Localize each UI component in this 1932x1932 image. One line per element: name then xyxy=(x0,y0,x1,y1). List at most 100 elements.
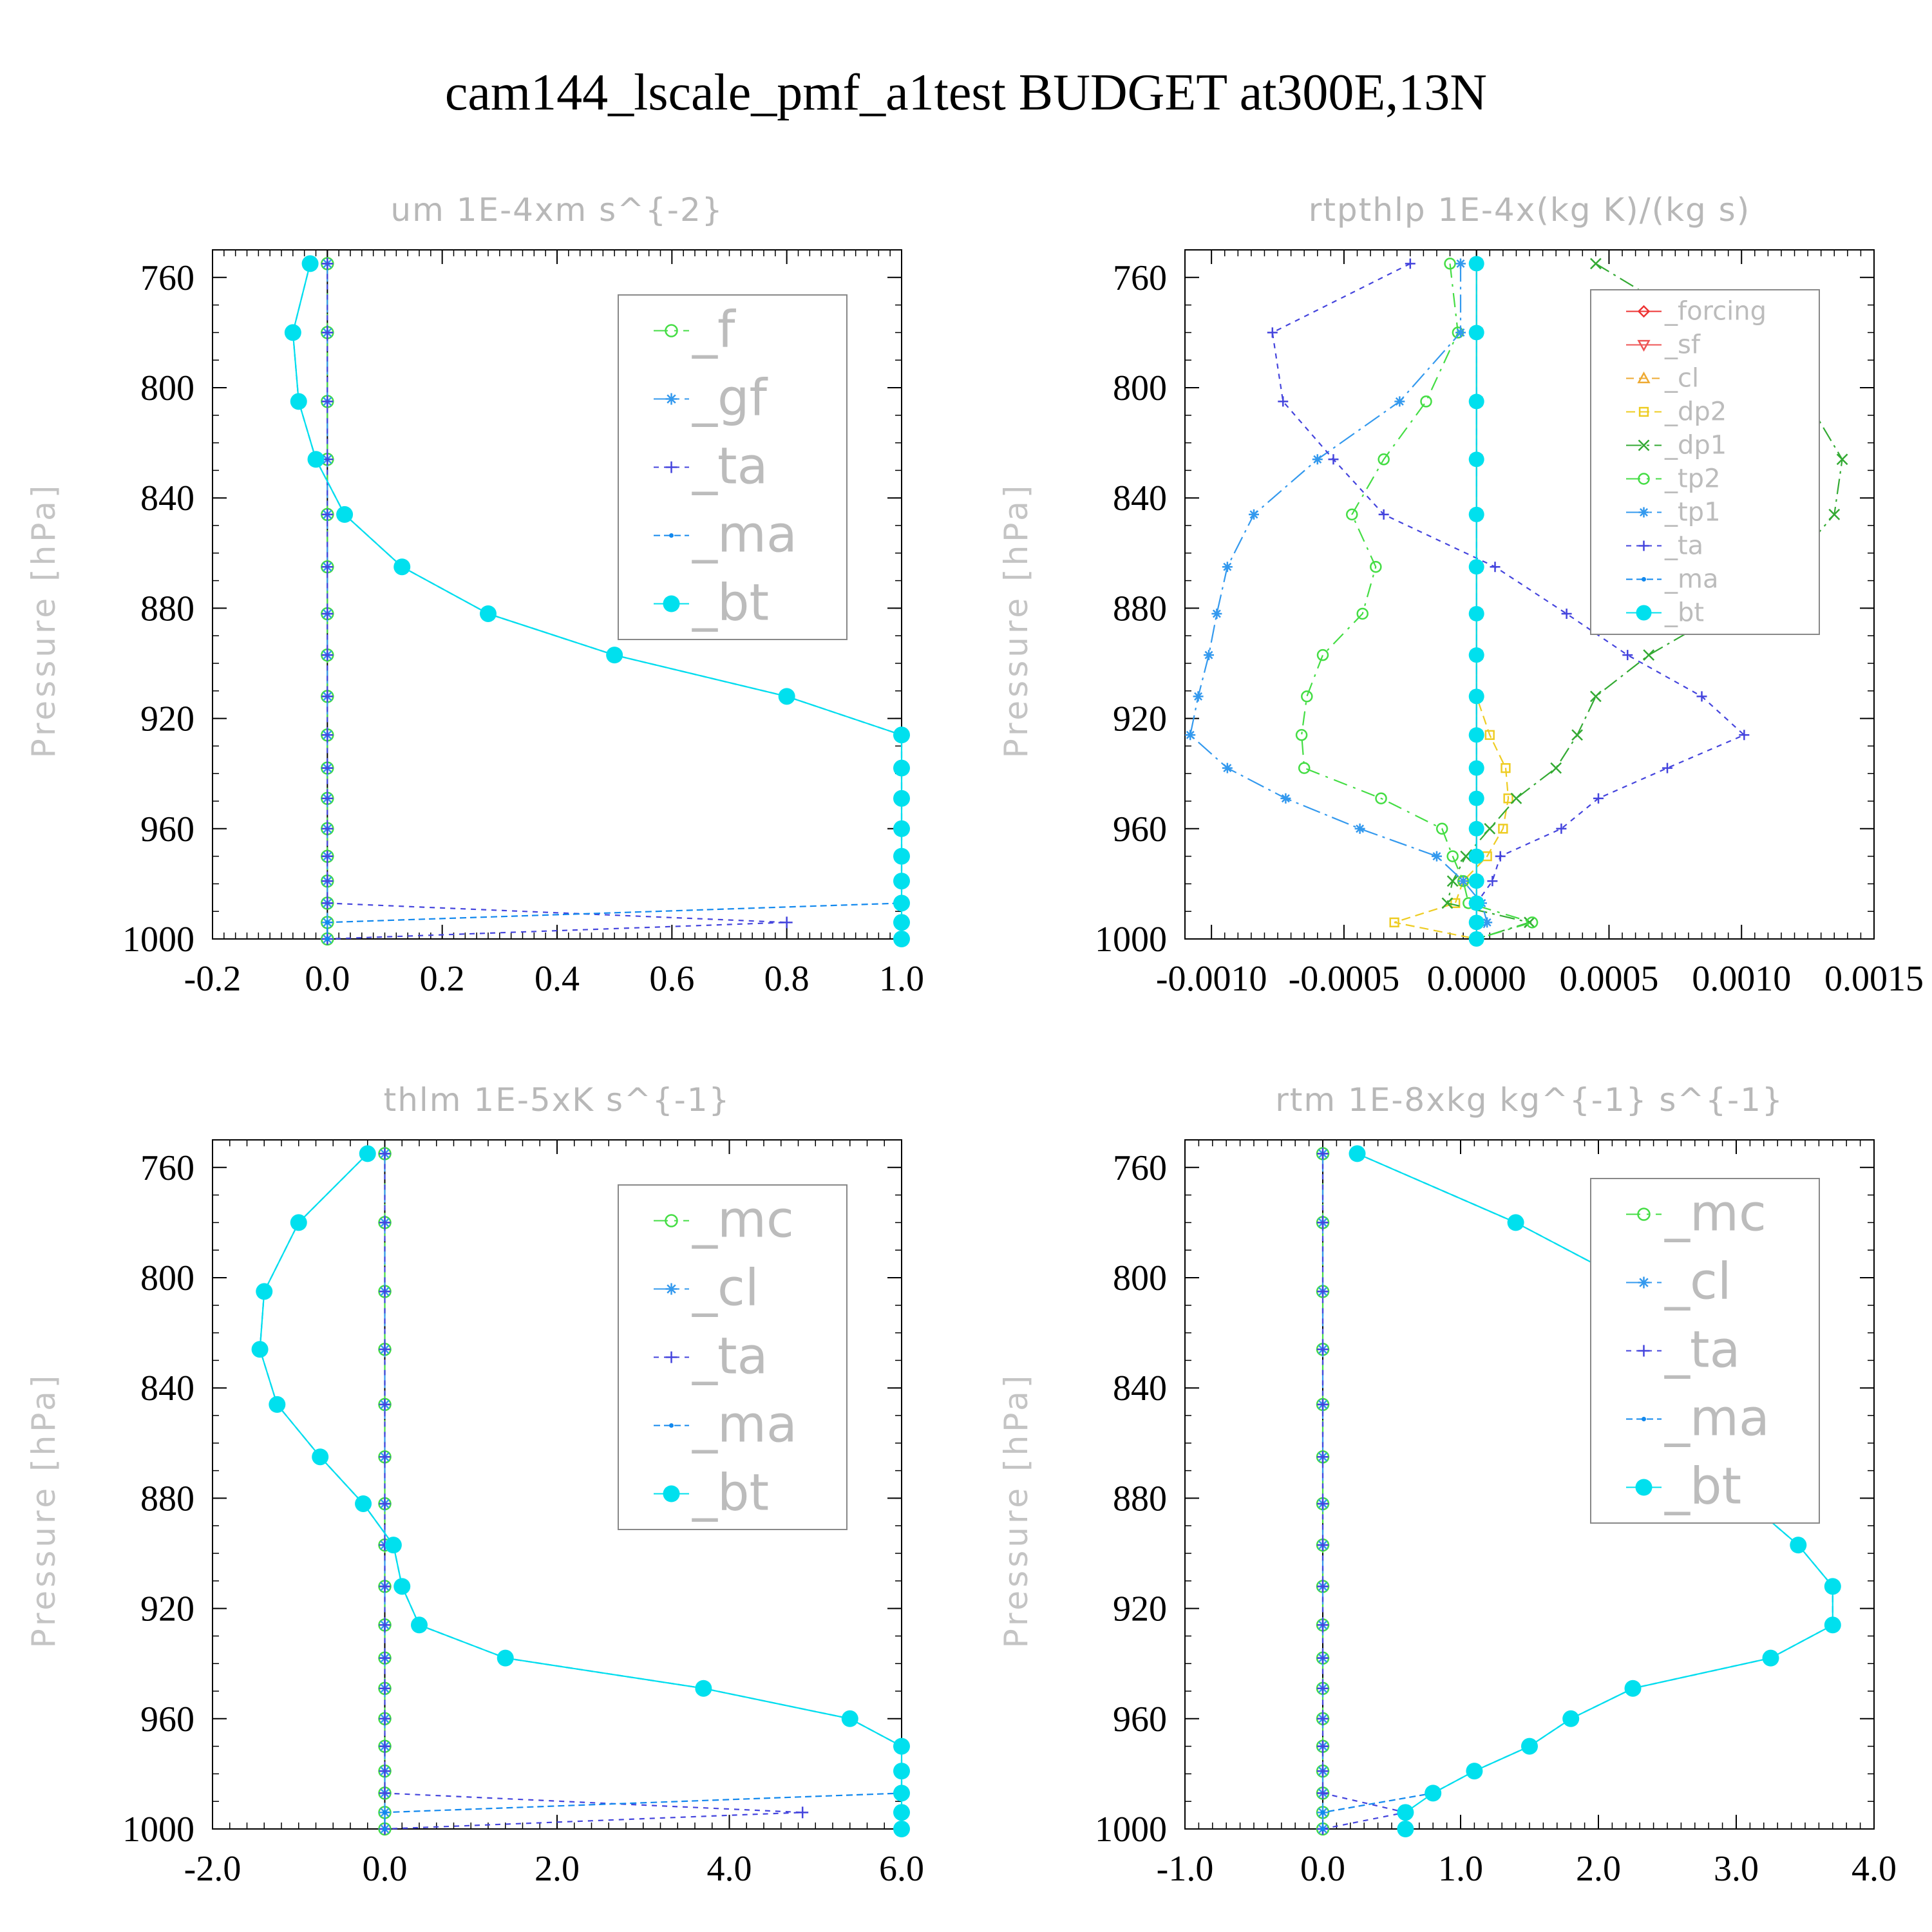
data-point xyxy=(1298,762,1311,774)
legend-marker xyxy=(1638,473,1650,485)
data-point xyxy=(321,649,334,661)
data-point xyxy=(1317,1539,1329,1551)
data-point xyxy=(1455,327,1466,338)
data-point xyxy=(379,1682,391,1694)
data-point xyxy=(379,1398,391,1410)
data-point xyxy=(379,1451,391,1463)
data-point xyxy=(1762,1649,1779,1667)
chart-panel-2: rtpthlp 1E-4x(kg K)/(kg s) Pressure [hPa]… xyxy=(998,191,1924,999)
series-tp1 xyxy=(1185,258,1493,944)
data-point xyxy=(256,1283,273,1300)
data-point xyxy=(325,936,330,942)
data-point xyxy=(893,931,910,947)
x-tick-label: 0.6 xyxy=(649,959,694,999)
data-point xyxy=(893,848,910,865)
series-line xyxy=(1446,263,1843,940)
data-point xyxy=(1346,508,1358,521)
x-tick-label: 1.0 xyxy=(879,959,924,999)
data-point xyxy=(321,762,334,774)
data-point xyxy=(379,1580,391,1593)
data-point xyxy=(1317,1398,1329,1410)
y-tick-label: 1000 xyxy=(122,920,194,960)
data-point xyxy=(411,1616,428,1634)
legend-marker xyxy=(665,1214,678,1227)
data-point xyxy=(841,1710,858,1727)
legend-marker xyxy=(665,1351,677,1363)
y-tick-label: 760 xyxy=(1113,1148,1167,1188)
data-point xyxy=(1468,873,1484,889)
data-point xyxy=(1484,730,1495,740)
legend-label: _ma xyxy=(692,1396,797,1454)
x-tick-label: 3.0 xyxy=(1714,1849,1759,1889)
legend-label: _cl xyxy=(692,1259,759,1317)
y-tick-label: 960 xyxy=(1113,1700,1167,1739)
data-point xyxy=(1317,1580,1329,1593)
data-point xyxy=(1435,822,1448,835)
data-point xyxy=(1320,1826,1325,1832)
x-tick-label: 2.0 xyxy=(535,1849,580,1889)
legend: _f _gf _ta _ma _bt xyxy=(618,294,848,640)
data-point xyxy=(1593,793,1604,804)
x-tick-label: 0.0000 xyxy=(1427,959,1526,999)
data-point xyxy=(1556,823,1567,834)
legend-marker xyxy=(1642,1417,1646,1421)
y-tick-label: 800 xyxy=(1113,1258,1167,1298)
data-point xyxy=(1468,727,1484,743)
y-axis-label: Pressure [hPa] xyxy=(998,1372,1035,1649)
data-point xyxy=(1328,454,1339,465)
data-point xyxy=(1468,451,1484,468)
data-point xyxy=(695,1680,712,1697)
data-point xyxy=(1317,1497,1329,1510)
data-point xyxy=(1317,1682,1329,1694)
legend-marker xyxy=(669,1423,674,1428)
legend-marker xyxy=(1637,339,1651,352)
legend-marker xyxy=(1636,605,1652,621)
data-point xyxy=(893,1804,910,1821)
series-line xyxy=(1189,263,1488,940)
series-bt xyxy=(284,255,910,947)
y-tick-label: 800 xyxy=(140,368,194,408)
y-tick-label: 880 xyxy=(1113,589,1167,629)
data-point xyxy=(1550,762,1562,774)
data-point xyxy=(321,607,334,620)
data-point xyxy=(1524,916,1535,929)
data-point xyxy=(1824,1616,1841,1634)
data-point xyxy=(1468,256,1484,272)
chart-panel-1: um 1E-4xm s^{-2} Pressure [hPa] 760 800 840 8… xyxy=(25,191,924,999)
legend-marker xyxy=(663,595,680,612)
y-tick-label: 920 xyxy=(1113,699,1167,739)
data-point xyxy=(251,1341,269,1358)
data-point xyxy=(1696,691,1707,702)
data-point xyxy=(379,1652,391,1664)
data-point xyxy=(359,1145,376,1162)
legend: _mc _cl _ta _ma _bt xyxy=(618,1184,848,1530)
x-tick-label: 0.4 xyxy=(535,959,580,999)
data-point xyxy=(1589,690,1602,703)
legend-label: _f xyxy=(692,301,736,359)
data-point xyxy=(383,1826,387,1832)
legend-label: _bt xyxy=(1664,1457,1741,1515)
data-point xyxy=(1495,851,1506,862)
data-point xyxy=(321,395,334,408)
data-point xyxy=(1222,762,1233,773)
data-point xyxy=(1468,895,1484,911)
x-tick-label: -1.0 xyxy=(1157,1849,1214,1889)
data-point xyxy=(1420,395,1432,408)
data-point xyxy=(284,324,301,341)
data-point xyxy=(1468,506,1484,522)
panel-title: um 1E-4xm s^{-2} xyxy=(390,191,723,229)
data-point xyxy=(893,820,910,837)
x-tick-label: -2.0 xyxy=(184,1849,242,1889)
data-point xyxy=(893,1738,910,1755)
data-point xyxy=(290,1214,307,1231)
y-tick-label: 840 xyxy=(1113,1368,1167,1408)
legend-marker xyxy=(665,1283,677,1295)
y-tick-label: 840 xyxy=(140,478,194,518)
panel-title: rtm 1E-8xkg kg^{-1} s^{-1} xyxy=(1275,1081,1784,1119)
data-point xyxy=(1501,762,1511,773)
data-point xyxy=(379,1148,391,1160)
data-point xyxy=(269,1396,286,1413)
data-point xyxy=(1278,396,1289,407)
data-point xyxy=(1498,824,1508,834)
data-point xyxy=(321,792,334,804)
